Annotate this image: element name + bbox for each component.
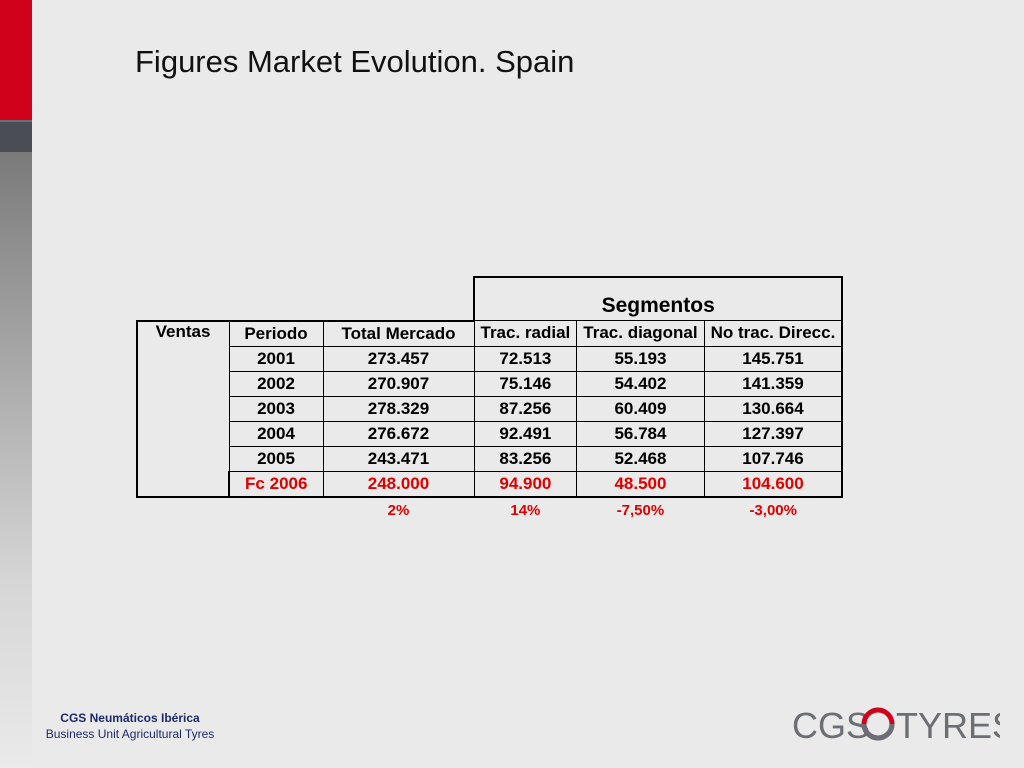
cell-radial: 92.491 <box>473 420 578 447</box>
cell-total: 270.907 <box>322 370 475 397</box>
column-header-row: Ventas Periodo Total Mercado Trac. radia… <box>136 319 844 498</box>
segment-header-row: Segmentos <box>137 276 844 321</box>
cell-no-trac: 127.397 <box>703 420 844 447</box>
footer-company-name: CGS Neumáticos Ibérica <box>60 711 200 725</box>
segment-header: Segmentos <box>472 276 844 321</box>
cell-periodo: 2001 <box>228 345 324 372</box>
cell-radial: 75.146 <box>473 370 578 397</box>
cell-no-trac: 130.664 <box>703 395 844 422</box>
cell-radial: 83.256 <box>473 445 578 472</box>
cell-periodo: 2002 <box>228 370 324 397</box>
table-row: 2004 276.672 92.491 56.784 127.397 <box>137 420 844 447</box>
cgs-tyres-logo: CGS TYRES <box>792 705 1000 746</box>
footer-business-unit: Business Unit Agricultural Tyres <box>45 727 215 741</box>
cell-periodo: 2005 <box>228 445 324 472</box>
forecast-row: Fc 2006 248.000 94.900 48.500 104.600 <box>137 470 844 498</box>
cell-radial: 87.256 <box>473 395 578 422</box>
column-header-no-trac: No trac. Direcc. <box>703 320 844 347</box>
logo-tyre-icon <box>861 707 895 741</box>
cell-total: 278.329 <box>322 395 475 422</box>
column-header-total-mercado: Total Mercado <box>322 319 475 347</box>
column-header-periodo: Periodo <box>228 319 324 347</box>
cell-diagonal: 60.409 <box>576 395 705 422</box>
percent-change-row: 2% 14% -7,50% -3,00% <box>137 497 842 524</box>
logo-text-cgs: CGS <box>792 705 870 746</box>
column-header-trac-diagonal: Trac. diagonal <box>576 320 705 347</box>
logo-text-tyres: TYRES <box>896 705 1000 746</box>
percent-no-trac: -3,00% <box>749 502 797 519</box>
cell-periodo: 2004 <box>228 420 324 447</box>
side-bar-red-block <box>0 0 32 120</box>
forecast-no-trac: 104.600 <box>703 470 844 498</box>
cell-no-trac: 107.746 <box>703 445 844 472</box>
percent-diagonal: -7,50% <box>616 502 665 519</box>
percent-total: 2% <box>387 502 410 519</box>
table-row: 2005 243.471 83.256 52.468 107.746 <box>137 445 844 472</box>
forecast-diagonal: 48.500 <box>576 470 705 498</box>
cell-diagonal: 56.784 <box>576 420 705 447</box>
cell-total: 273.457 <box>322 345 475 372</box>
cell-diagonal: 55.193 <box>576 345 705 372</box>
cell-diagonal: 52.468 <box>576 445 705 472</box>
cell-total: 243.471 <box>322 445 475 472</box>
side-bar-dark-block <box>0 120 32 152</box>
cell-total: 276.672 <box>322 420 475 447</box>
percent-radial: 14% <box>510 502 541 519</box>
side-bar-gradient <box>0 152 32 768</box>
cell-periodo: 2003 <box>228 395 324 422</box>
cell-no-trac: 141.359 <box>703 370 844 397</box>
column-header-ventas: Ventas <box>136 319 230 498</box>
table-row: 2001 273.457 72.513 55.193 145.751 <box>137 345 844 372</box>
forecast-radial: 94.900 <box>473 470 578 498</box>
cell-diagonal: 54.402 <box>576 370 705 397</box>
cell-radial: 72.513 <box>473 345 578 372</box>
forecast-periodo: Fc 2006 <box>228 470 324 498</box>
table-row: 2003 278.329 87.256 60.409 130.664 <box>137 395 844 422</box>
column-header-trac-radial: Trac. radial <box>473 320 578 347</box>
forecast-total: 248.000 <box>322 470 475 498</box>
table-row: 2002 270.907 75.146 54.402 141.359 <box>137 370 844 397</box>
market-table: Segmentos Ventas Periodo Total Mercado T… <box>136 276 844 524</box>
side-accent-bar <box>0 0 32 768</box>
cell-no-trac: 145.751 <box>703 345 844 372</box>
slide-title: Figures Market Evolution. Spain <box>135 44 575 79</box>
